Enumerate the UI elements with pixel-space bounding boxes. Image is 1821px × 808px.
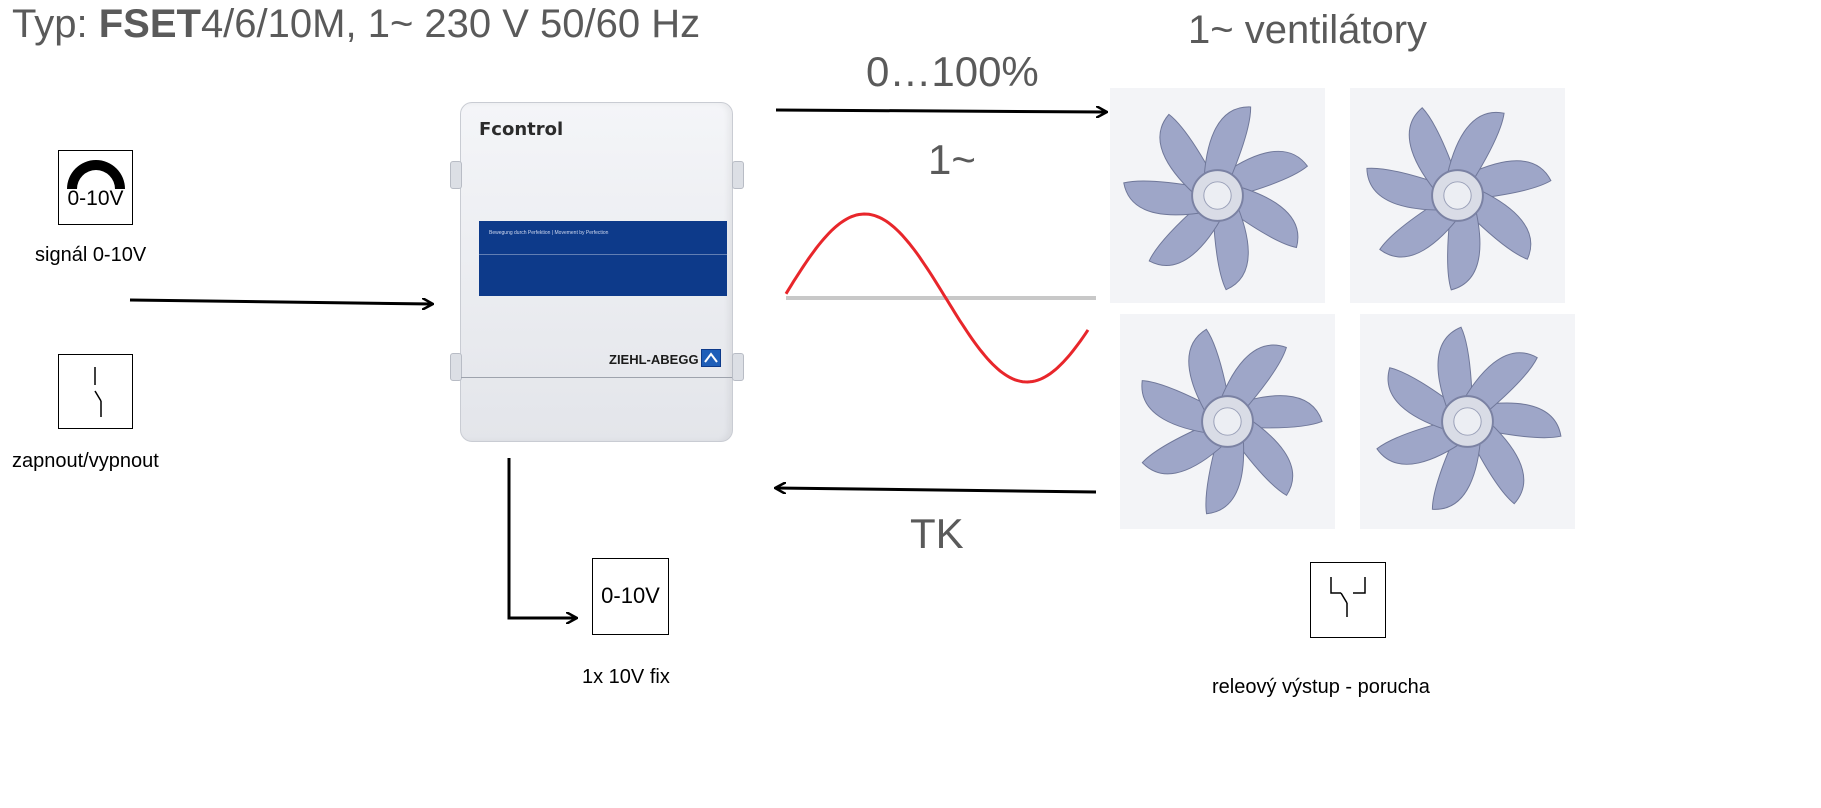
relay-contact-icon xyxy=(1330,577,1366,617)
band-line xyxy=(479,254,727,255)
page-title: Typ: FSET4/6/10M, 1~ 230 V 50/60 Hz xyxy=(12,2,700,47)
title-bold: FSET xyxy=(98,2,201,46)
controller-brand: ZIEHL-ABEGG xyxy=(609,352,699,367)
gauge-arc-icon xyxy=(67,160,125,189)
input-arrow xyxy=(129,300,432,304)
title-rest: 4/6/10M, 1~ 230 V 50/60 Hz xyxy=(200,2,701,46)
mount-ear xyxy=(450,353,462,381)
fan-hub-center xyxy=(1213,407,1242,436)
relay-icon xyxy=(1310,562,1386,638)
sine-wave xyxy=(784,212,1090,384)
controller-tagline: Bewegung durch Perfektion | Movement by … xyxy=(489,230,609,236)
controller-unit: Fcontrol Bewegung durch Perfektion | Mov… xyxy=(450,102,744,442)
brand-logo-icon xyxy=(701,349,721,367)
fans-heading: 1~ ventilátory xyxy=(1188,8,1428,52)
switch-symbol-icon xyxy=(94,367,102,417)
output-range-label: 0…100% xyxy=(866,48,1039,95)
fan-hub-center xyxy=(1453,407,1482,436)
fixed-output-label: 1x 10V fix xyxy=(582,666,670,688)
signal-label: signál 0-10V xyxy=(35,244,147,266)
mount-ear xyxy=(732,161,744,189)
title-prefix: Typ: xyxy=(12,2,99,46)
potentiometer-icon: 0-10V xyxy=(58,150,133,225)
fan-icon xyxy=(1360,314,1575,529)
fan-hub-center xyxy=(1443,181,1472,210)
fan-icon xyxy=(1110,88,1325,303)
fan-icon xyxy=(1350,88,1565,303)
controller-band: Bewegung durch Perfektion | Movement by … xyxy=(479,221,727,296)
feedback-label: TK xyxy=(910,510,964,557)
fixed-output-arrow xyxy=(507,458,576,618)
controller-divider xyxy=(461,377,732,378)
switch-label: zapnout/vypnout xyxy=(12,450,159,472)
output-phase-label: 1~ xyxy=(928,136,976,183)
fan-hub-center xyxy=(1203,181,1232,210)
mount-ear xyxy=(732,353,744,381)
controller-name: Fcontrol xyxy=(479,119,564,140)
output-arrow xyxy=(775,110,1106,112)
fan-icon xyxy=(1120,314,1335,529)
voltage-output-icon: 0-10V xyxy=(592,558,669,635)
relay-label: releový výstup - porucha xyxy=(1212,676,1430,698)
switch-icon xyxy=(58,354,133,429)
mount-ear xyxy=(450,161,462,189)
logo-mark-icon xyxy=(704,352,718,363)
signal-icon-text: 0-10V xyxy=(67,187,124,210)
fixed-output-icon-text: 0-10V xyxy=(601,583,660,608)
feedback-arrow xyxy=(776,488,1097,492)
